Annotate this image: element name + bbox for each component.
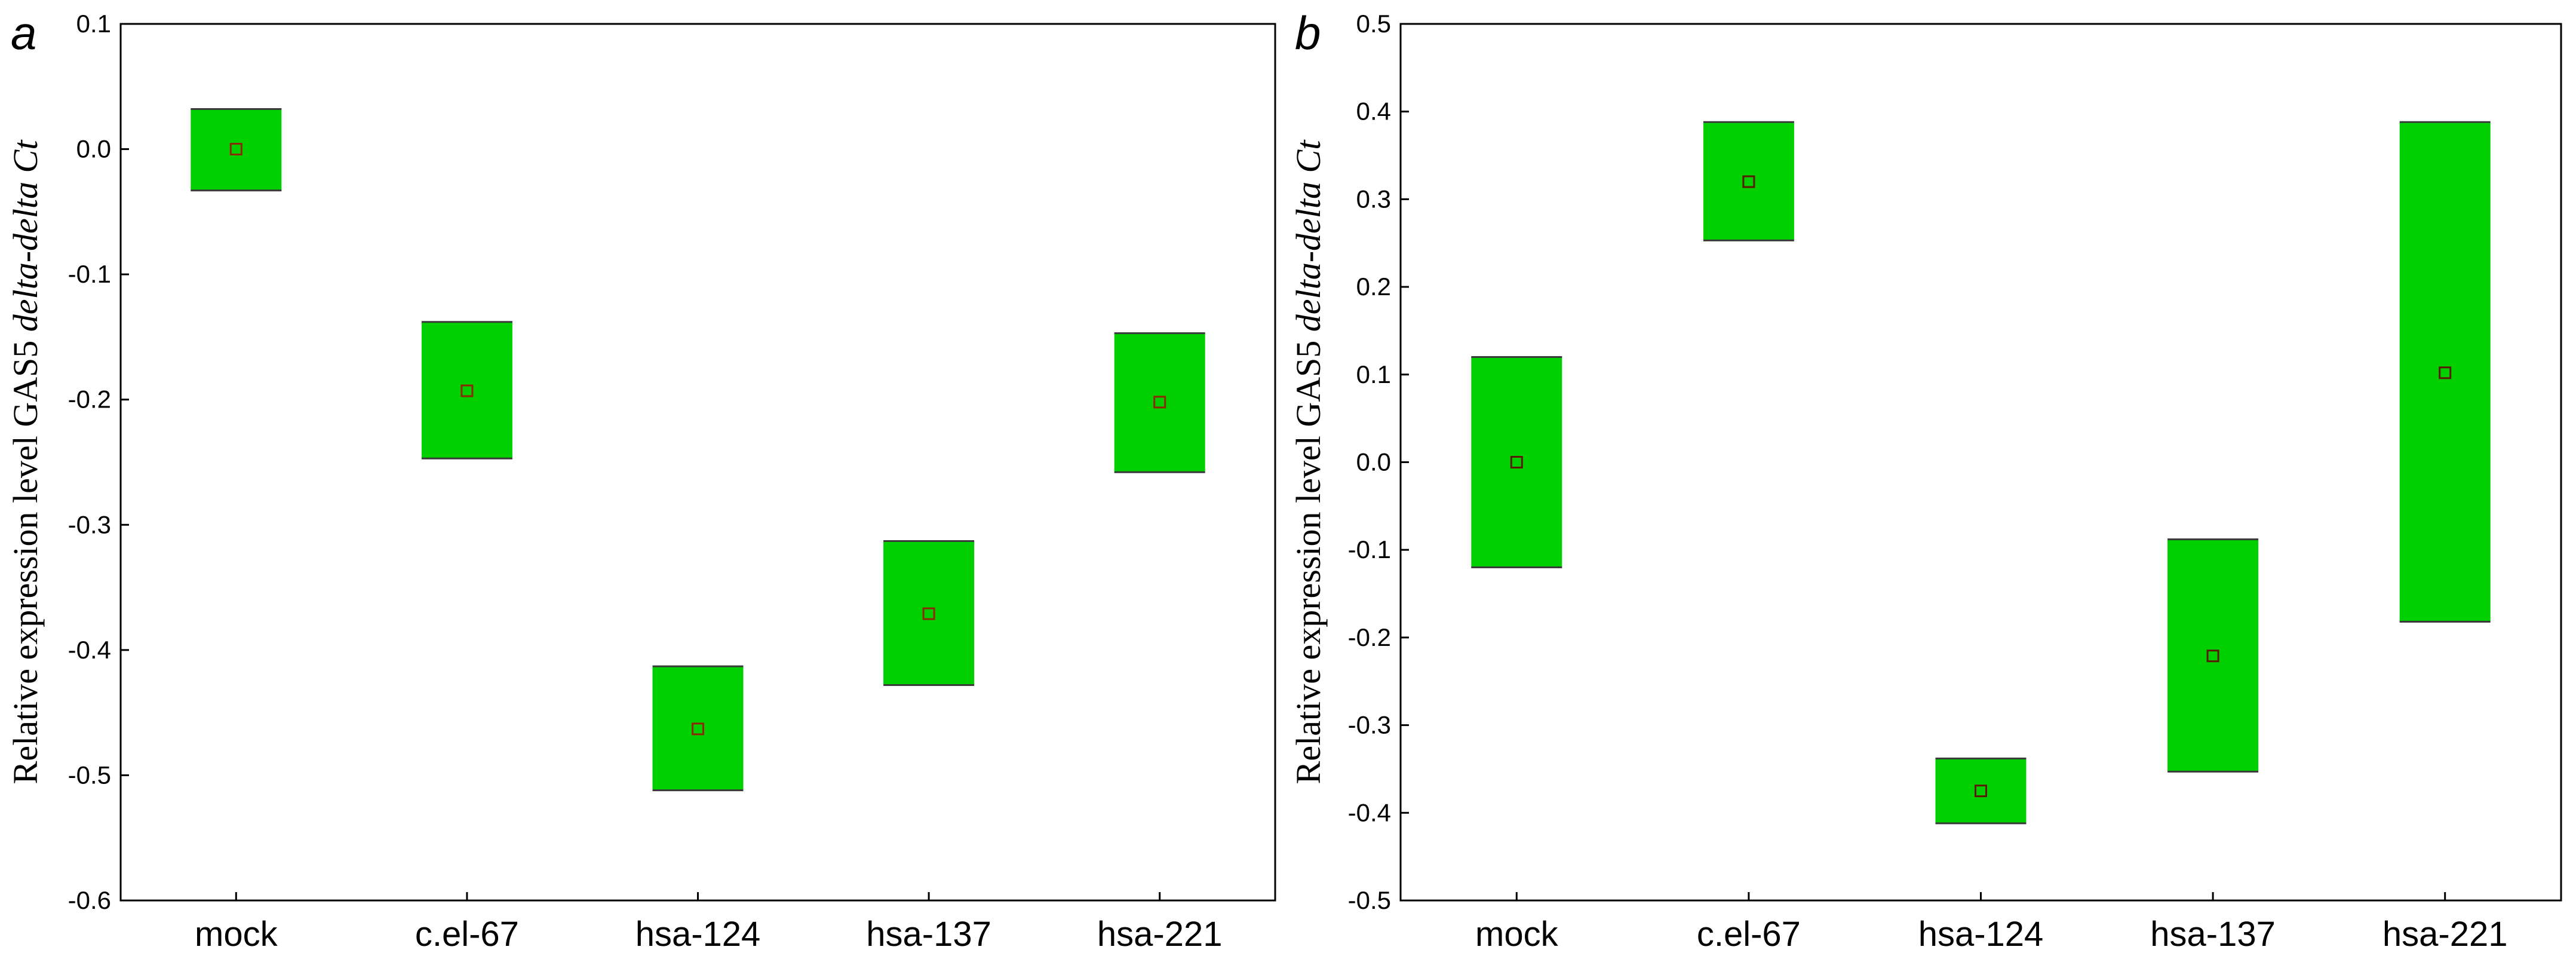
y-tick-label: 0.1 bbox=[1356, 360, 1391, 388]
y-tick-label: -0.5 bbox=[68, 761, 111, 789]
category-label: hsa-137 bbox=[866, 915, 991, 954]
mean-marker-hsa-221 bbox=[2439, 366, 2452, 379]
mean-marker-hsa-124 bbox=[692, 722, 704, 736]
panel-a: 0.1 0.0 -0.1 -0.2 -0.3 -0.4 -0.5 -0.6 mock c.el-6… bbox=[6, 7, 1276, 954]
y-tick-label: -0.4 bbox=[68, 636, 111, 664]
y-tick-label: 0.5 bbox=[1356, 10, 1391, 38]
mean-marker-mock bbox=[1510, 456, 1523, 468]
mean-marker-hsa-221 bbox=[1153, 396, 1166, 409]
category-label: hsa-221 bbox=[2382, 915, 2508, 954]
category-label: mock bbox=[195, 915, 278, 954]
box-c.el-67 bbox=[421, 321, 512, 459]
box-mock bbox=[1471, 357, 1562, 568]
y-tick-label: 0.0 bbox=[1356, 448, 1391, 476]
box-hsa-137 bbox=[2167, 539, 2259, 772]
y-tick-label: -0.2 bbox=[1348, 623, 1391, 651]
category-label: mock bbox=[1475, 915, 1559, 954]
y-axis-label: Relative expression level GAS5 delta-del… bbox=[1289, 139, 1328, 785]
mean-marker-c.el-67 bbox=[1742, 175, 1755, 188]
y-tick-label: 0.0 bbox=[76, 135, 111, 163]
y-tick-label: -0.1 bbox=[68, 260, 111, 288]
box-hsa-137 bbox=[883, 541, 975, 685]
panel-letter: b bbox=[1295, 7, 1321, 59]
category-label: c.el-67 bbox=[1697, 915, 1801, 954]
y-tick-label: 0.4 bbox=[1356, 97, 1391, 125]
box-mock bbox=[191, 109, 282, 191]
y-tick-label: -0.5 bbox=[1348, 886, 1391, 914]
panel-b: 0.5 0.4 0.3 0.2 0.1 0.0 -0.1 -0.2 -0.3 -0.4 -0.5 mo… bbox=[1289, 7, 2562, 954]
mean-marker-hsa-137 bbox=[922, 607, 935, 620]
category-label: hsa-137 bbox=[2150, 915, 2276, 954]
y-tick-label: -0.6 bbox=[68, 886, 111, 914]
box-hsa-124 bbox=[652, 666, 744, 791]
mean-marker-hsa-124 bbox=[1975, 785, 1987, 798]
y-axis-label: Relative expression level GAS5 delta-del… bbox=[6, 139, 45, 785]
y-tick-label: -0.4 bbox=[1348, 798, 1391, 826]
y-tick-label: 0.1 bbox=[76, 10, 111, 38]
box-hsa-124 bbox=[1935, 758, 2027, 823]
category-label: hsa-124 bbox=[635, 915, 761, 954]
mean-marker-mock bbox=[229, 143, 242, 156]
y-tick-label: -0.3 bbox=[1348, 711, 1391, 739]
y-tick-label: -0.3 bbox=[68, 510, 111, 538]
category-label: hsa-124 bbox=[1918, 915, 2044, 954]
box-hsa-221 bbox=[1114, 333, 1205, 473]
y-tick-label: 0.2 bbox=[1356, 272, 1391, 301]
mean-marker-hsa-137 bbox=[2206, 650, 2219, 663]
box-c.el-67 bbox=[1703, 122, 1794, 241]
panel-letter: a bbox=[11, 7, 36, 59]
y-tick-label: -0.1 bbox=[1348, 535, 1391, 563]
category-label: c.el-67 bbox=[415, 915, 519, 954]
y-tick-label: -0.2 bbox=[68, 385, 111, 413]
mean-marker-c.el-67 bbox=[460, 384, 474, 397]
y-tick-label: 0.3 bbox=[1356, 185, 1391, 213]
box-hsa-221 bbox=[2399, 122, 2491, 622]
category-label: hsa-221 bbox=[1097, 915, 1223, 954]
